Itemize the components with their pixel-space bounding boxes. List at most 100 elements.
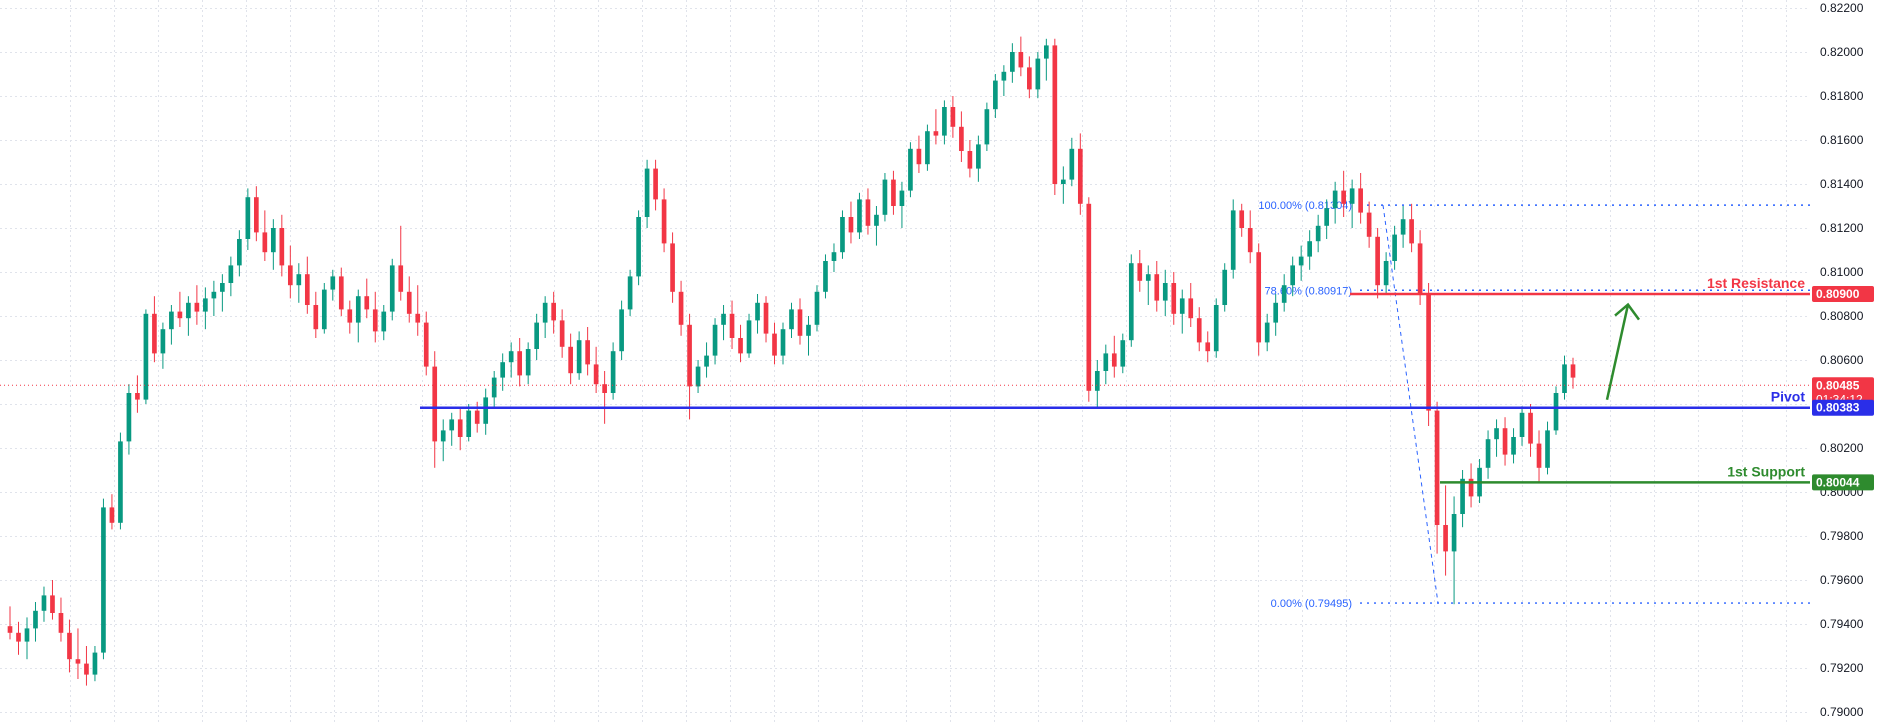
candle bbox=[1111, 335, 1117, 378]
candle-body bbox=[729, 313, 735, 338]
candle-body bbox=[1502, 428, 1508, 455]
candle bbox=[220, 274, 225, 312]
support-price-tag: 0.80044 bbox=[1816, 475, 1860, 489]
candle bbox=[330, 269, 336, 301]
candle bbox=[534, 313, 539, 360]
candle bbox=[1494, 419, 1499, 457]
candles bbox=[7, 36, 1576, 686]
candle-body bbox=[619, 309, 624, 352]
candle bbox=[772, 322, 777, 365]
candle bbox=[619, 300, 624, 360]
candle bbox=[585, 327, 590, 376]
candle bbox=[24, 617, 30, 660]
candle-body bbox=[721, 313, 726, 325]
candle-body bbox=[1027, 67, 1032, 90]
candle-body bbox=[194, 302, 200, 312]
candle bbox=[610, 342, 616, 400]
candle-body bbox=[381, 311, 387, 332]
candle-body bbox=[908, 148, 913, 191]
price-axis-tick-label: 0.81200 bbox=[1820, 221, 1864, 235]
candle bbox=[712, 318, 718, 365]
candle-body bbox=[7, 626, 13, 633]
candle bbox=[321, 283, 327, 334]
support-resistance-levels[interactable]: 1st Resistance Pivot 1st Support bbox=[0, 275, 1810, 484]
candle-body bbox=[1018, 52, 1024, 68]
candle bbox=[313, 291, 319, 338]
price-axis[interactable]: 0.82200 0.82000 0.81800 0.81600 0.81400 0.812… bbox=[1812, 0, 1887, 722]
candle bbox=[143, 309, 149, 404]
candle bbox=[976, 135, 981, 182]
candle bbox=[7, 606, 13, 640]
candle-body bbox=[1188, 298, 1194, 319]
candle-body bbox=[695, 366, 701, 387]
candle-body bbox=[1434, 410, 1440, 525]
price-axis-tick-label: 0.81400 bbox=[1820, 177, 1864, 191]
candle bbox=[840, 210, 845, 259]
candle-body bbox=[347, 309, 353, 323]
candle bbox=[831, 243, 837, 272]
candle bbox=[925, 124, 930, 171]
candle bbox=[415, 285, 421, 336]
candle-body bbox=[780, 329, 786, 356]
candle-body bbox=[1383, 261, 1389, 286]
candle bbox=[1001, 65, 1007, 96]
candle-body bbox=[789, 309, 794, 330]
candle bbox=[304, 256, 310, 314]
candle bbox=[891, 170, 896, 215]
candle-body bbox=[423, 322, 429, 367]
candle bbox=[602, 371, 607, 424]
candle bbox=[364, 278, 370, 319]
candle bbox=[967, 140, 973, 178]
price-axis-tick-label: 0.81000 bbox=[1820, 265, 1864, 279]
candle bbox=[1562, 355, 1567, 400]
candle bbox=[959, 111, 964, 162]
candle-body bbox=[75, 659, 81, 664]
candle-body bbox=[1315, 225, 1321, 242]
candle-body bbox=[644, 168, 650, 217]
candle bbox=[135, 375, 140, 413]
candle bbox=[1044, 38, 1049, 81]
candle bbox=[1307, 230, 1313, 270]
candle-body bbox=[593, 364, 599, 385]
candle bbox=[16, 621, 21, 655]
candle bbox=[899, 181, 905, 228]
candle-body bbox=[568, 346, 573, 374]
candle-body bbox=[814, 291, 820, 325]
candle-body bbox=[1264, 322, 1270, 343]
candle bbox=[789, 302, 794, 338]
fibonacci-retracement[interactable]: 100.00% (0.81304) 78.60% (0.80917) 0.00% (… bbox=[1258, 200, 1810, 610]
candle bbox=[33, 602, 38, 642]
candle bbox=[1460, 470, 1465, 528]
candle bbox=[1358, 173, 1363, 224]
candle bbox=[1137, 250, 1143, 292]
candle bbox=[67, 619, 72, 673]
candle-body bbox=[1366, 212, 1372, 237]
candle bbox=[457, 408, 463, 451]
candle-body bbox=[840, 217, 845, 253]
candle-body bbox=[279, 228, 285, 266]
level-label: 1st Resistance bbox=[1707, 275, 1805, 291]
candle-body bbox=[1307, 241, 1313, 257]
candle bbox=[984, 102, 990, 151]
candle-body bbox=[449, 419, 455, 431]
candle bbox=[755, 294, 760, 334]
candle-body bbox=[1154, 274, 1160, 301]
candle bbox=[169, 305, 174, 345]
candle-body bbox=[1222, 269, 1228, 305]
projection-arrow[interactable] bbox=[1605, 304, 1630, 401]
candle bbox=[1298, 245, 1304, 281]
candle bbox=[1256, 243, 1262, 356]
candle-body bbox=[670, 243, 675, 292]
candle-body bbox=[1426, 294, 1431, 411]
candle-body bbox=[101, 507, 106, 653]
candle-body bbox=[1052, 45, 1058, 185]
candle-body bbox=[287, 265, 293, 286]
candle-body bbox=[1519, 412, 1525, 437]
candle-body bbox=[738, 338, 743, 354]
candle-body bbox=[1375, 236, 1380, 286]
candle-body bbox=[186, 302, 191, 319]
candle bbox=[92, 646, 98, 682]
candle-body bbox=[1230, 210, 1236, 270]
candle bbox=[355, 289, 361, 343]
